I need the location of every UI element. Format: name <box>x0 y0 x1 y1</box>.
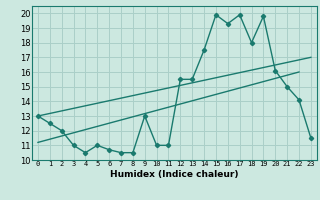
X-axis label: Humidex (Indice chaleur): Humidex (Indice chaleur) <box>110 170 239 179</box>
